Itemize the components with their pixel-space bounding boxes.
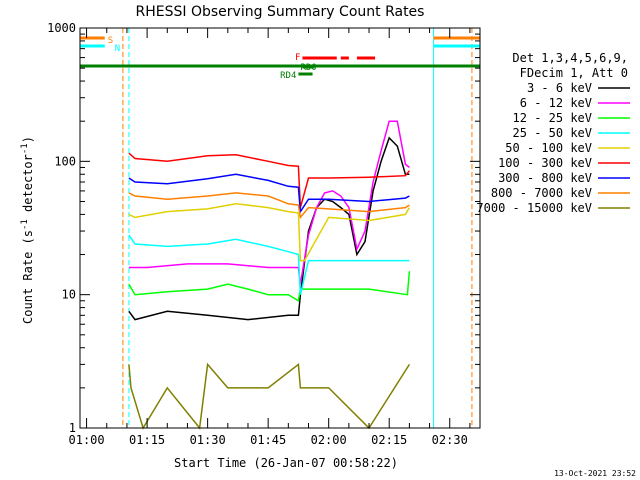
legend: Det 1,3,4,5,6,9, FDecim 1, Att 0 3 - 6 k…: [476, 51, 630, 215]
flag-label-n: N: [115, 44, 120, 54]
legend-label-6-12-kev: 6 - 12 keV: [520, 96, 592, 110]
legend-header-line1: Det 1,3,4,5,6,9,: [512, 51, 628, 65]
legend-header-line2: FDecim 1, Att 0: [520, 66, 628, 80]
series-lines: [128, 120, 411, 430]
y-axis-label-end: ): [21, 136, 35, 143]
flag-label-f: F: [295, 53, 300, 63]
y-axis-label-sup2: -1: [20, 143, 30, 154]
legend-label-100-300-kev: 100 - 300 keV: [498, 156, 592, 170]
series-line-7000-15000-kev: [128, 362, 411, 430]
y-axis-label-main: Count Rate (s: [21, 230, 35, 324]
series-line-6-12-kev: [128, 120, 410, 285]
legend-label-3-6-kev: 3 - 6 keV: [527, 81, 592, 95]
flag-label-rd4: RD4: [280, 71, 296, 81]
y-axis: 1 10 100 1000: [47, 21, 480, 435]
x-tick-label-01-30: 01:30: [190, 433, 226, 447]
series-line-50-100-kev: [128, 203, 411, 262]
x-axis-label: Start Time (26-Jan-07 00:58:22): [174, 456, 398, 470]
series-line-3-6-kev: [128, 136, 410, 321]
series-line-25-50-kev: [128, 234, 410, 295]
series-line-300-800-kev: [128, 173, 410, 214]
flag-label-s: S: [108, 36, 113, 46]
x-tick-label-01-00: 01:00: [69, 433, 105, 447]
y-axis-label: Count Rate (s-1 detector-1): [20, 136, 35, 324]
y-tick-label-1000: 1000: [47, 21, 76, 35]
y-axis-label-mid: detector: [21, 154, 35, 219]
y-tick-label-100: 100: [54, 154, 76, 168]
legend-label-300-800-kev: 300 - 800 keV: [498, 171, 592, 185]
legend-label-7000-15000-kev: 7000 - 15000 keV: [476, 201, 592, 215]
y-tick-label-1: 1: [69, 421, 76, 435]
legend-label-800-7000-kev: 800 - 7000 keV: [491, 186, 592, 200]
legend-label-12-25-kev: 12 - 25 keV: [513, 111, 592, 125]
plot-frame: [79, 27, 481, 429]
x-tick-label-02-15: 02:15: [371, 433, 407, 447]
series-line-800-7000-kev: [128, 192, 410, 220]
x-tick-label-02-30: 02:30: [432, 433, 468, 447]
chart-title: RHESSI Observing Summary Count Rates: [136, 4, 425, 20]
legend-label-50-100-kev: 50 - 100 keV: [505, 141, 592, 155]
series-line-12-25-kev: [128, 271, 411, 303]
plot-area: [79, 28, 481, 428]
date-stamp: 13-Oct-2021 23:52: [554, 469, 636, 478]
x-axis: 01:00 01:15 01:30 01:45 02:00 02:15 02:30: [69, 28, 471, 447]
x-tick-label-01-45: 01:45: [250, 433, 286, 447]
x-tick-label-02-00: 02:00: [311, 433, 347, 447]
svg-text:Count Rate (s-1 detector-1): Count Rate (s-1 detector-1): [20, 136, 35, 324]
y-axis-label-sup1: -1: [20, 219, 30, 230]
y-tick-label-10: 10: [62, 288, 76, 302]
flag-label-rd0: RD0: [300, 63, 316, 73]
legend-label-25-50-kev: 25 - 50 keV: [513, 126, 592, 140]
series-line-100-300-kev: [128, 152, 410, 208]
x-tick-label-01-15: 01:15: [129, 433, 165, 447]
